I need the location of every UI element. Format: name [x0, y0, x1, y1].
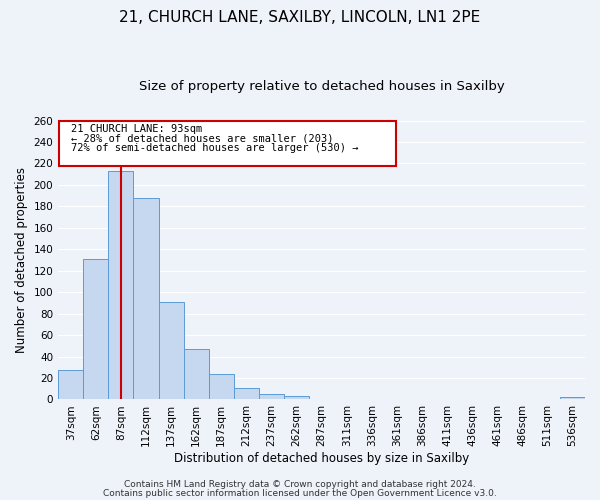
Bar [209, 374, 234, 400]
Bar [234, 388, 259, 400]
Text: Contains HM Land Registry data © Crown copyright and database right 2024.: Contains HM Land Registry data © Crown c… [124, 480, 476, 489]
FancyBboxPatch shape [59, 120, 395, 166]
Text: 72% of semi-detached houses are larger (530) →: 72% of semi-detached houses are larger (… [71, 143, 358, 153]
Bar [158, 302, 184, 400]
Text: ← 28% of detached houses are smaller (203): ← 28% of detached houses are smaller (20… [71, 134, 333, 143]
Bar [133, 198, 158, 400]
Title: Size of property relative to detached houses in Saxilby: Size of property relative to detached ho… [139, 80, 505, 93]
Text: 21, CHURCH LANE, SAXILBY, LINCOLN, LN1 2PE: 21, CHURCH LANE, SAXILBY, LINCOLN, LN1 2… [119, 10, 481, 25]
X-axis label: Distribution of detached houses by size in Saxilby: Distribution of detached houses by size … [174, 452, 469, 465]
Bar [58, 370, 83, 400]
Bar [560, 398, 585, 400]
Y-axis label: Number of detached properties: Number of detached properties [15, 167, 28, 353]
Text: Contains public sector information licensed under the Open Government Licence v3: Contains public sector information licen… [103, 488, 497, 498]
Text: 21 CHURCH LANE: 93sqm: 21 CHURCH LANE: 93sqm [71, 124, 202, 134]
Bar [259, 394, 284, 400]
Bar [284, 396, 309, 400]
Bar [184, 349, 209, 400]
Bar [109, 171, 133, 400]
Bar [83, 259, 109, 400]
